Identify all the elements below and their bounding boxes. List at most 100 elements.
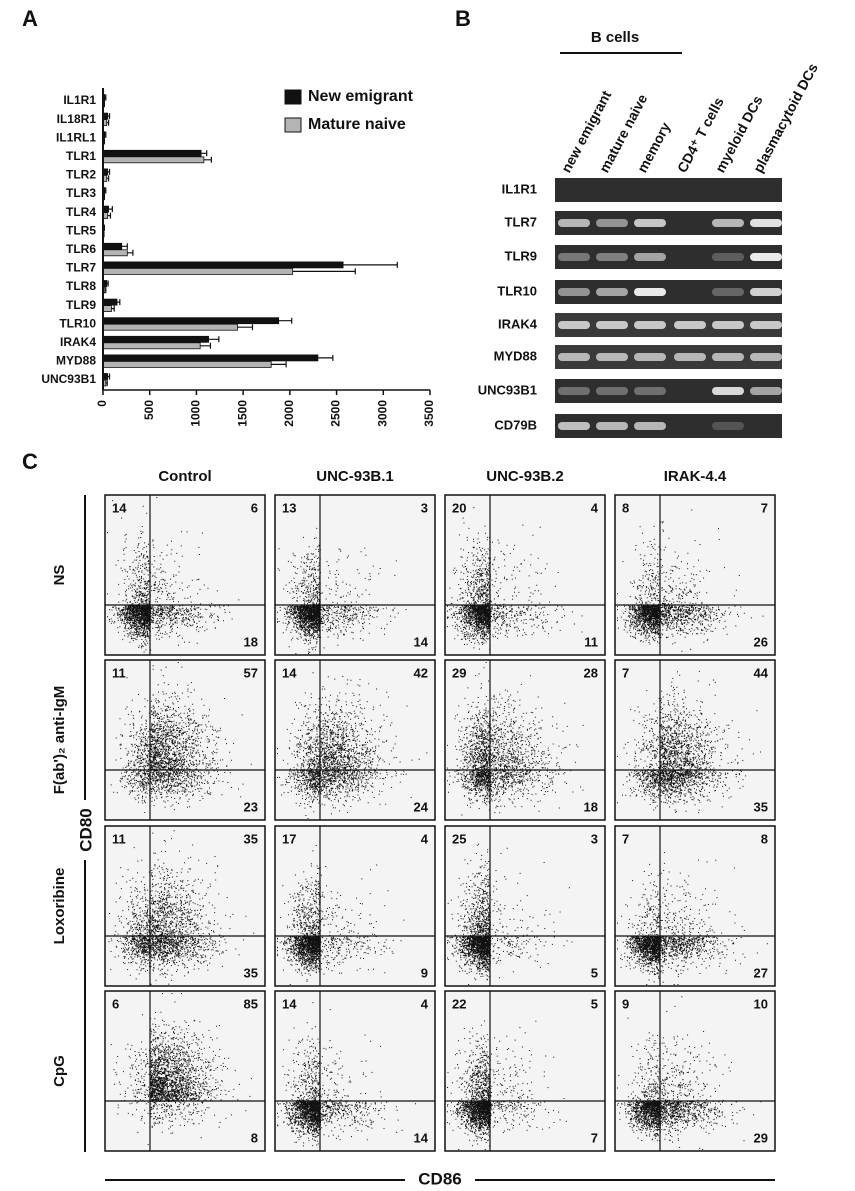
gel-band (750, 387, 782, 395)
gel-band (558, 422, 590, 430)
gel-band (712, 321, 744, 329)
plot-frame (104, 825, 266, 987)
bar (102, 267, 294, 275)
error-bar (106, 119, 110, 126)
error-bar (104, 287, 107, 293)
gel-strip (555, 245, 782, 269)
error-bar (106, 175, 110, 182)
y-tick-label: TLR9 (66, 298, 96, 312)
quadrant-value: 7 (591, 1130, 598, 1145)
quadrant-value: 11 (112, 665, 126, 680)
error-bar (271, 361, 287, 368)
gene-label: UNC93B1 (478, 382, 537, 397)
dot-cloud (617, 509, 764, 652)
dot-cloud (447, 507, 583, 650)
gel-band (634, 288, 666, 296)
error-bar (121, 243, 128, 250)
gene-label: CD79B (494, 417, 537, 432)
quadrant-value: 14 (282, 996, 297, 1011)
quadrant-value: 35 (754, 799, 768, 814)
quadrant-value: 42 (414, 665, 428, 680)
panel-label: C (22, 449, 38, 474)
gel-band (634, 321, 666, 329)
gel-band (596, 387, 628, 395)
x-tick-label: 500 (142, 400, 156, 420)
quadrant-value: 18 (244, 634, 258, 649)
error-bar (104, 131, 107, 138)
dot-cloud (277, 527, 407, 654)
gel-band (596, 422, 628, 430)
gel-strip (555, 414, 782, 438)
gel-band (634, 219, 666, 227)
gel-strip (555, 211, 782, 235)
dot-cloud (617, 852, 768, 985)
y-tick-label: TLR6 (66, 242, 96, 256)
bar (102, 298, 118, 306)
y-axis-label: CD80 (76, 808, 95, 851)
quadrant-value: 17 (282, 831, 296, 846)
gel-strip (555, 280, 782, 304)
dot-cloud (617, 670, 761, 814)
gel-band (674, 321, 706, 329)
column-header: IRAK-4.4 (664, 468, 727, 485)
gel-band (634, 387, 666, 395)
plot-frame (274, 990, 436, 1152)
quadrant-value: 14 (414, 1130, 429, 1145)
legend-label: New emigrant (308, 88, 414, 105)
gel-strip (555, 345, 782, 369)
y-tick-label: IRAK4 (60, 335, 96, 349)
y-tick-label: TLR2 (66, 168, 96, 182)
row-label: CpG (51, 1055, 68, 1087)
gel-band (674, 353, 706, 361)
error-bar (111, 305, 115, 312)
dot-cloud (277, 672, 428, 819)
error-bar (201, 150, 208, 157)
plot-frame (274, 494, 436, 656)
lane-label: memory (634, 119, 674, 175)
quadrant-value: 8 (251, 1130, 258, 1145)
gel-band (712, 219, 744, 227)
gel-band (558, 353, 590, 361)
quadrant-value: 28 (584, 665, 598, 680)
plot-frame (104, 494, 266, 656)
quadrant-value: 7 (761, 500, 768, 515)
gel-band (750, 353, 782, 361)
y-tick-label: TLR5 (66, 223, 96, 237)
error-bar (107, 168, 111, 175)
error-bar (343, 261, 398, 268)
quadrant-value: 23 (244, 799, 258, 814)
plot-frame (614, 825, 776, 987)
x-tick-label: 1500 (235, 400, 249, 427)
quadrant-value: 22 (452, 996, 466, 1011)
quadrant-value: 44 (754, 665, 769, 680)
quadrant-value: 13 (282, 500, 296, 515)
quadrant-value: 3 (421, 500, 428, 515)
quadrant-value: 20 (452, 500, 466, 515)
error-bar (117, 299, 121, 306)
dot-cloud (447, 662, 584, 816)
error-bar (108, 206, 113, 213)
quadrant-value: 57 (244, 665, 258, 680)
error-bar (278, 317, 293, 324)
legend-label: Mature naive (308, 116, 406, 133)
legend-swatch (284, 117, 302, 133)
quadrant-value: 85 (244, 996, 258, 1011)
panel-label: A (22, 6, 38, 31)
bar (102, 249, 128, 257)
error-bar (105, 380, 108, 386)
gel-band (558, 219, 590, 227)
gel-strip (555, 313, 782, 337)
gene-label: TLR9 (505, 248, 538, 263)
bar (102, 156, 205, 164)
gel-strip (555, 379, 782, 403)
y-tick-label: IL1RL1 (56, 130, 96, 144)
quadrant-value: 35 (244, 965, 258, 980)
gel-band (712, 288, 744, 296)
quadrant-value: 4 (591, 500, 599, 515)
dot-cloud (277, 1002, 416, 1147)
gel-band (750, 219, 782, 227)
quadrant-value: 10 (754, 996, 768, 1011)
dot-cloud (107, 497, 240, 653)
error-bar (104, 94, 107, 101)
bar (102, 317, 280, 325)
